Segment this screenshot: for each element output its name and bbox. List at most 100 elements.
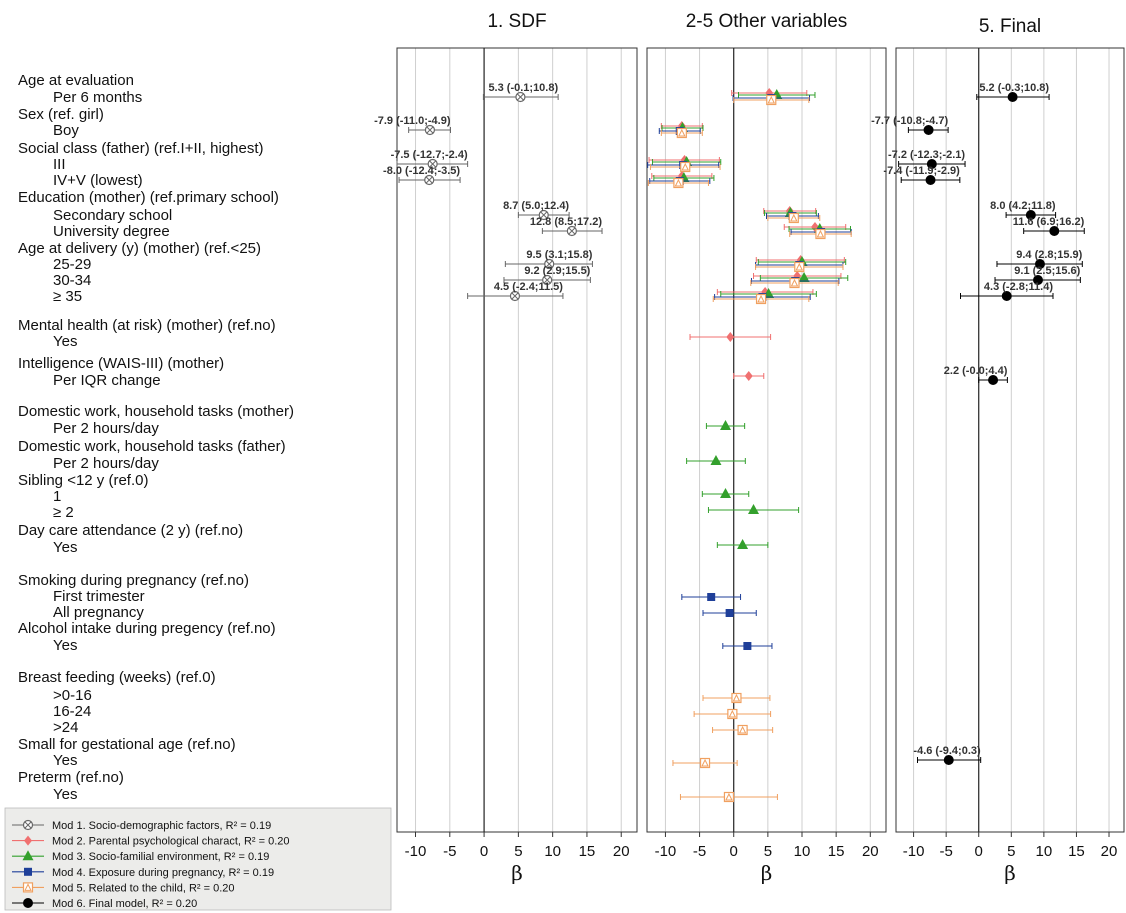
x-tick-label: 15	[579, 843, 596, 860]
row-label: Yes	[53, 752, 77, 769]
legend-item: Mod 4. Exposure during pregnancy, R² = 0…	[12, 867, 274, 879]
marker-circle	[1025, 210, 1036, 220]
marker-square	[743, 642, 752, 650]
marker-diamond	[24, 835, 32, 846]
estimate-label: -7.9 (-11.0;-4.9)	[374, 115, 451, 127]
marker-square-open	[755, 293, 767, 305]
row-label: Alcohol intake during pregency (ref.no)	[18, 620, 276, 637]
row-label: University degree	[53, 223, 170, 240]
row-label: Social class (father) (ref.I+II, highest…	[18, 140, 264, 157]
row-label: Sex (ref. girl)	[18, 106, 104, 123]
row-label: ≥ 35	[53, 288, 82, 305]
marker-triangle	[720, 420, 732, 430]
row-label: Domestic work, household tasks (mother)	[18, 403, 294, 420]
row-label: Age at delivery (y) (mother) (ref.<25)	[18, 240, 261, 257]
row-label: Sibling <12 y (ref.0)	[18, 472, 148, 489]
marker-triangle-open	[725, 792, 733, 801]
marker-square-open	[723, 791, 735, 803]
marker-triangle-open	[790, 278, 799, 287]
row-label: IV+V (lowest)	[53, 172, 143, 189]
x-tick-label: 20	[1101, 843, 1118, 860]
x-tick-label: 0	[480, 843, 488, 860]
marker-cross	[425, 176, 433, 184]
marker-square-open	[731, 692, 742, 704]
estimate-label: -7.5 (-12.7;-2.4)	[391, 149, 468, 161]
estimate-label: 12.8 (8.5;17.2)	[530, 216, 602, 228]
marker-triangle	[720, 488, 732, 498]
panel-title: 1. SDF	[487, 11, 546, 32]
marker-triangle	[748, 504, 760, 514]
row-label: >24	[53, 719, 78, 736]
marker-square-open	[727, 708, 738, 720]
marker-circle	[988, 375, 999, 385]
marker-triangle	[710, 455, 722, 465]
marker-triangle-open	[728, 709, 737, 718]
marker-square-open	[789, 277, 800, 289]
estimate-label: 9.2 (2.9;15.5)	[524, 265, 590, 277]
estimate-label: 8.0 (4.2;11.8)	[990, 200, 1056, 212]
legend-item: Mod 1. Socio-demographic factors, R² = 0…	[12, 819, 271, 832]
marker-square-open	[673, 177, 684, 189]
x-tick-label: 0	[730, 843, 738, 860]
series-5	[647, 94, 852, 803]
row-label: Boy	[53, 122, 79, 139]
row-label: Intelligence (WAIS-III) (mother)	[18, 355, 224, 372]
x-tick-label: 5	[514, 843, 522, 860]
row-label: ≥ 2	[53, 504, 74, 521]
x-tick-label: 0	[975, 843, 983, 860]
estimate-label: 9.5 (3.1;15.8)	[526, 249, 592, 261]
marker-cross	[540, 211, 548, 219]
row-label: III	[53, 156, 66, 173]
estimate-label: 8.7 (5.0;12.4)	[503, 200, 569, 212]
row-label: Per IQR change	[53, 372, 161, 389]
marker-cross	[24, 821, 32, 829]
marker-square	[725, 609, 734, 617]
legend-label: Mod 2. Parental psychological charact, R…	[52, 836, 290, 848]
estimate-label: -7.2 (-12.3;-2.1)	[888, 149, 965, 161]
marker-square-open	[680, 161, 691, 173]
row-label: All pregnancy	[53, 604, 144, 621]
legend-label: Mod 4. Exposure during pregnancy, R² = 0…	[52, 867, 274, 879]
x-tick-label: 10	[794, 843, 811, 860]
marker-triangle-open	[678, 128, 686, 137]
legend-item: Mod 3. Socio-familial environment, R² = …	[12, 850, 269, 863]
marker-square	[707, 593, 716, 601]
x-tick-label: 20	[613, 843, 630, 860]
row-label: Secondary school	[53, 207, 172, 224]
row-label: Yes	[53, 333, 77, 350]
x-tick-label: 10	[544, 843, 561, 860]
series-1: 5.3 (-0.1;10.8) -7.9 (-11.0;-4.9) -7.5 (-1…	[374, 82, 603, 302]
marker-square-open	[699, 757, 711, 769]
panel-2: -10 -5 0 5 10 15 20 β 2-5 Other variables	[646, 11, 887, 885]
marker-triangle-open	[701, 758, 709, 767]
x-axis-label: β	[511, 861, 523, 885]
marker-cross	[543, 276, 551, 284]
x-axis-label: β	[761, 861, 773, 885]
x-tick-label: -10	[655, 843, 677, 860]
marker-circle	[926, 159, 937, 169]
marker-triangle-open	[738, 725, 747, 734]
marker-circle	[923, 125, 934, 135]
marker-cross	[568, 227, 576, 235]
marker-square-open	[737, 724, 748, 736]
legend-label: Mod 6. Final model, R² = 0.20	[52, 898, 197, 910]
legend	[4, 807, 392, 911]
x-tick-label: 15	[1068, 843, 1085, 860]
legend-box	[4, 807, 392, 911]
marker-diamond	[726, 332, 735, 342]
row-label: Preterm (ref.no)	[18, 769, 124, 786]
marker-circle	[1034, 259, 1045, 269]
marker-square-open	[676, 127, 687, 139]
row-label: Per 2 hours/day	[53, 420, 159, 437]
marker-square-open	[788, 212, 799, 224]
row-label: Day care attendance (2 y) (ref.no)	[18, 522, 243, 539]
marker-circle	[1007, 92, 1018, 102]
marker-cross	[511, 292, 519, 300]
row-label: Age at evaluation	[18, 72, 134, 89]
marker-triangle-open	[681, 162, 690, 171]
estimate-label: 11.6 (6.9;16.2)	[1013, 216, 1085, 228]
marker-triangle-open	[767, 95, 776, 104]
panel-1: -10 -5 0 5 10 15 20 β 1. SDF	[396, 11, 638, 885]
legend-label: Mod 1. Socio-demographic factors, R² = 0…	[52, 820, 271, 832]
marker-triangle-open	[732, 693, 741, 702]
